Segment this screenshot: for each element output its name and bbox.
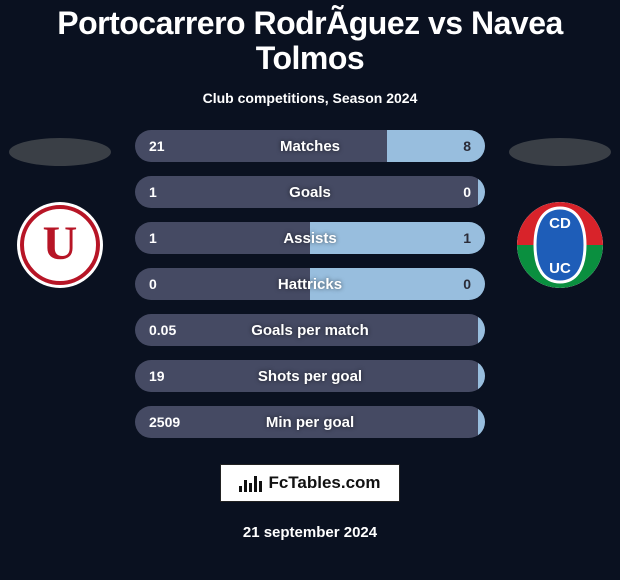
player-left-photo-placeholder: [9, 138, 111, 166]
stat-row: 0.05Goals per match: [135, 314, 485, 346]
stats-bars: 218Matches 10Goals 11Assists 00Hattricks 0.0…: [135, 130, 485, 452]
stat-bar-left: [135, 222, 310, 254]
stat-bar-left: [135, 268, 310, 300]
page-title: Portocarrero RodrÃ­guez vs Navea Tolmos: [0, 4, 620, 76]
brand-badge[interactable]: FcTables.com: [220, 464, 399, 502]
stat-row: 10Goals: [135, 176, 485, 208]
stat-bar-left: [135, 314, 478, 346]
subtitle: Club competitions, Season 2024: [0, 90, 620, 106]
stat-bar-right: [387, 130, 485, 162]
stat-bar-right: [478, 406, 485, 438]
club-badge-left: U: [17, 202, 103, 288]
stat-row: 00Hattricks: [135, 268, 485, 300]
player-right-panel: CD UC: [500, 130, 620, 288]
stat-bar-right: [310, 268, 485, 300]
stat-bar-right: [478, 176, 485, 208]
stat-bar-left: [135, 176, 478, 208]
svg-text:CD: CD: [549, 215, 571, 232]
svg-text:UC: UC: [549, 260, 571, 277]
club-badge-right: CD UC: [517, 202, 603, 288]
stat-bar-right: [478, 314, 485, 346]
stat-bar-left: [135, 406, 478, 438]
brand-label: FcTables.com: [268, 473, 380, 493]
stat-row: 11Assists: [135, 222, 485, 254]
date-line: 21 september 2024: [0, 524, 620, 541]
club-badge-left-icon: U: [43, 216, 78, 271]
player-left-panel: U: [0, 130, 120, 288]
stat-row: 2509Min per goal: [135, 406, 485, 438]
stat-bar-left: [135, 360, 478, 392]
stat-bar-right: [478, 360, 485, 392]
club-badge-right-icon: CD UC: [517, 202, 603, 288]
stat-row: 218Matches: [135, 130, 485, 162]
player-right-photo-placeholder: [509, 138, 611, 166]
brand-area: FcTables.com: [0, 464, 620, 502]
stat-bar-right: [310, 222, 485, 254]
comparison-card: Portocarrero RodrÃ­guez vs Navea Tolmos …: [0, 0, 620, 580]
brand-barchart-icon: [239, 474, 262, 492]
stat-bar-left: [135, 130, 387, 162]
main-area: U CD UC 218Matches10Goals11Assists00H: [0, 130, 620, 450]
stat-row: 19Shots per goal: [135, 360, 485, 392]
